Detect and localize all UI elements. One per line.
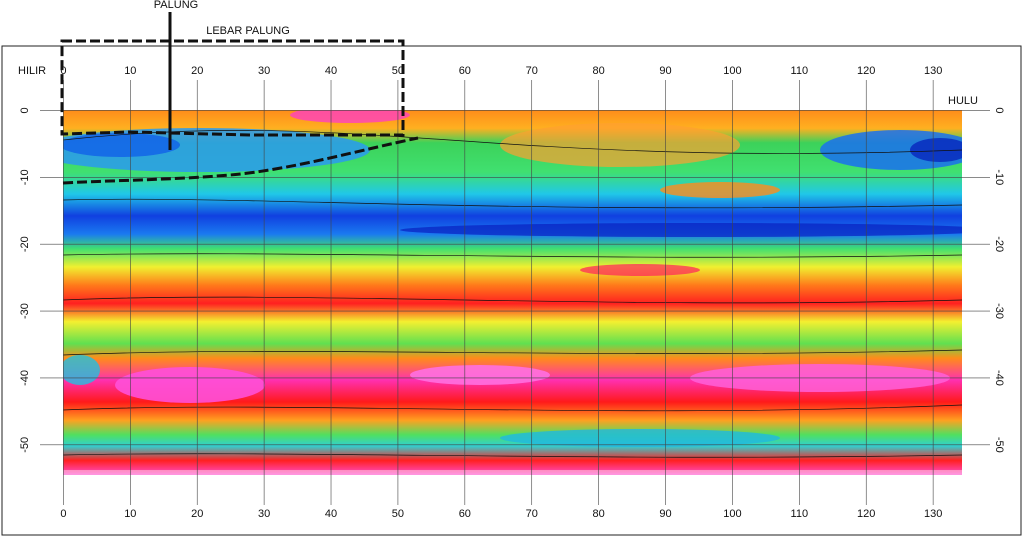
heatmap-patch bbox=[660, 182, 780, 198]
x-tick-label: 100 bbox=[723, 508, 741, 520]
heatmap-patch bbox=[500, 429, 780, 447]
contour-line bbox=[63, 253, 962, 258]
y-tick-label-right: -40 bbox=[993, 370, 1005, 386]
x-tick-label-top: 70 bbox=[526, 65, 538, 77]
x-tick-label: 80 bbox=[593, 508, 605, 520]
x-tick-label-top: 20 bbox=[191, 65, 203, 77]
x-tick-label: 20 bbox=[191, 508, 203, 520]
heatmap-patch bbox=[410, 365, 550, 385]
x-tick-label-top: 30 bbox=[258, 65, 270, 77]
contour-line bbox=[63, 404, 962, 412]
contour-line bbox=[63, 129, 962, 154]
heatmap-patch bbox=[910, 138, 962, 162]
y-tick-label-right: -50 bbox=[993, 437, 1005, 453]
heatmap bbox=[63, 110, 962, 475]
y-tick-label: 0 bbox=[19, 107, 31, 113]
heatmap-patch bbox=[63, 133, 180, 157]
x-tick-label: 110 bbox=[791, 508, 809, 520]
trench-outline bbox=[62, 136, 419, 185]
x-tick-label-top: 50 bbox=[392, 65, 404, 77]
contour-line bbox=[63, 296, 962, 304]
y-tick-label-right: -10 bbox=[993, 169, 1005, 185]
data-edge bbox=[63, 470, 962, 475]
x-tick-label-top: 40 bbox=[325, 65, 337, 77]
x-tick-label-top: 130 bbox=[924, 65, 942, 77]
frame bbox=[1, 45, 1022, 536]
x-tick-label-top: 60 bbox=[459, 65, 471, 77]
x-tick-label: 0 bbox=[60, 508, 66, 520]
x-tick-label: 130 bbox=[924, 508, 942, 520]
x-tick-label-top: 120 bbox=[857, 65, 875, 77]
x-tick-label: 10 bbox=[124, 508, 136, 520]
y-tick-label-right: -30 bbox=[993, 303, 1005, 319]
trench-width-label: LEBAR PALUNG bbox=[206, 25, 290, 37]
x-tick-label-top: 0 bbox=[60, 65, 66, 77]
y-tick-label-right: -20 bbox=[993, 236, 1005, 252]
contour-line bbox=[63, 453, 962, 458]
y-tick-label: -50 bbox=[19, 437, 31, 453]
x-tick-label: 50 bbox=[392, 508, 404, 520]
y-tick-label: -10 bbox=[19, 169, 31, 185]
y-tick-label: -40 bbox=[19, 370, 31, 386]
x-tick-label: 60 bbox=[459, 508, 471, 520]
heatmap-patch bbox=[63, 355, 100, 385]
y-tick-label: -20 bbox=[19, 236, 31, 252]
heatmap-patch bbox=[290, 110, 410, 123]
x-tick-label-top: 80 bbox=[593, 65, 605, 77]
heatmap-patch bbox=[400, 223, 962, 237]
y-tick-label: -30 bbox=[19, 303, 31, 319]
heatmap-patch bbox=[115, 367, 265, 403]
x-tick-label-top: 100 bbox=[723, 65, 741, 77]
contour-line bbox=[63, 198, 962, 209]
heatmap-patch bbox=[500, 123, 740, 167]
y-tick-label-right: 0 bbox=[993, 107, 1005, 113]
axes: 0 0 10 10 20 20 30 30 40 40 50 50 60 60 70 70 80 80 90 90 10… bbox=[19, 65, 1005, 520]
downstream-label: HILIR bbox=[18, 65, 46, 77]
x-tick-label: 90 bbox=[659, 508, 671, 520]
upstream-label: HULU bbox=[948, 95, 978, 107]
x-tick-label: 120 bbox=[857, 508, 875, 520]
trench-width-box bbox=[60, 39, 405, 137]
x-tick-label: 40 bbox=[325, 508, 337, 520]
x-tick-label-top: 10 bbox=[124, 65, 136, 77]
x-tick-label: 70 bbox=[526, 508, 538, 520]
x-tick-label: 30 bbox=[258, 508, 270, 520]
x-tick-label-top: 90 bbox=[659, 65, 671, 77]
contour-line bbox=[63, 349, 962, 356]
trench-label: PALUNG bbox=[154, 0, 198, 11]
x-tick-label-top: 110 bbox=[791, 65, 809, 77]
heatmap-patch bbox=[580, 264, 700, 276]
